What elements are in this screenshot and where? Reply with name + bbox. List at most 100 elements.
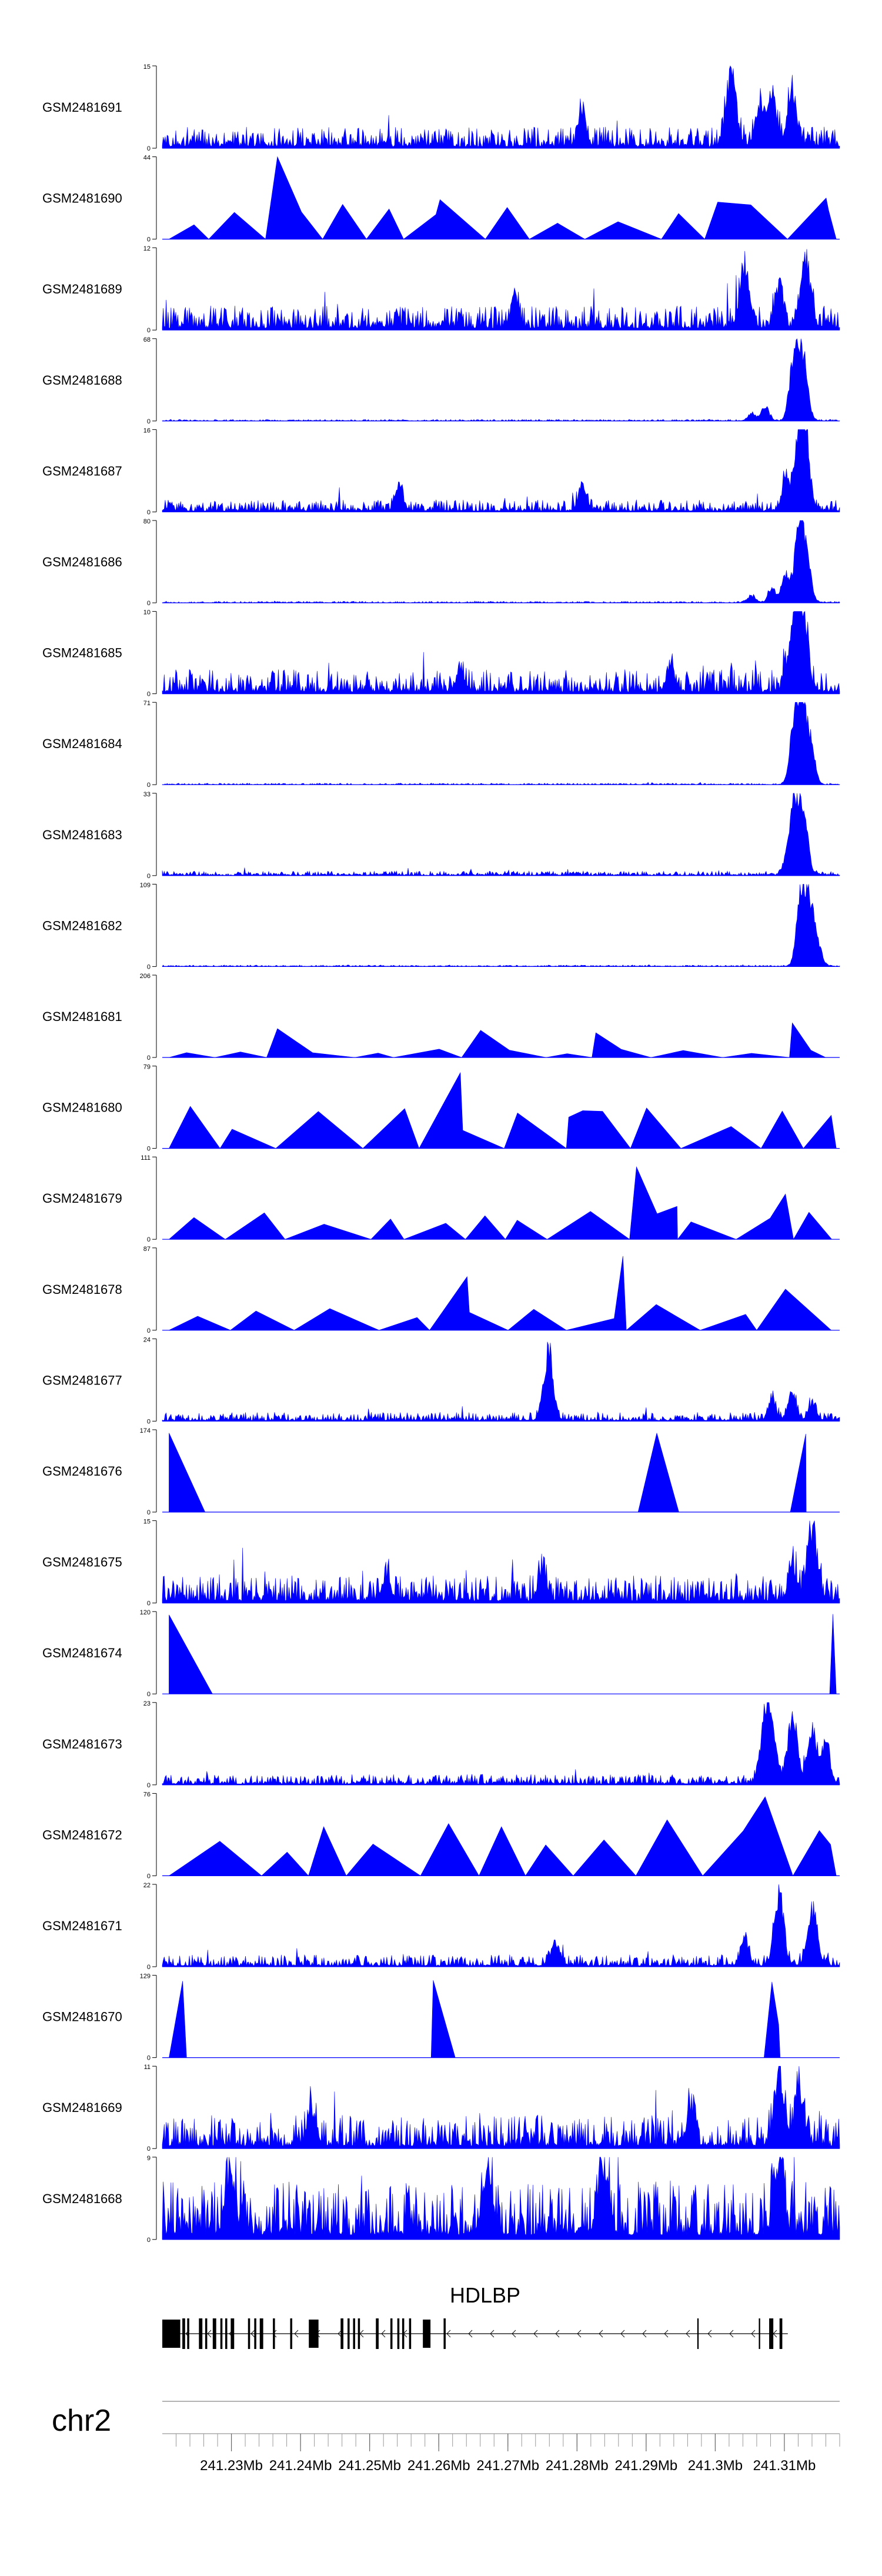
coverage-area — [162, 793, 840, 876]
y-tick-label-max: 16 — [143, 427, 151, 434]
coverage-area — [162, 1022, 840, 1058]
coverage-area — [162, 884, 840, 967]
y-tick-label-zero: 0 — [147, 1146, 151, 1153]
track-GSM2481672: GSM2481672 76 0 — [42, 1791, 840, 1880]
track-GSM2481670: GSM2481670 129 0 — [42, 1973, 840, 2062]
exon — [697, 2318, 699, 2349]
strand-chevron — [577, 2330, 582, 2338]
strand-chevron — [490, 2330, 495, 2338]
y-tick-label-max: 109 — [140, 882, 151, 889]
coverage-area — [162, 2156, 840, 2240]
y-tick-label-zero: 0 — [147, 1600, 151, 1607]
exon — [230, 2318, 235, 2349]
strand-chevron — [729, 2330, 734, 2338]
x-tick-label: 241.23Mb — [200, 2458, 263, 2474]
y-tick-label-max: 33 — [143, 791, 151, 798]
coverage-area — [162, 1433, 840, 1513]
track-GSM2481688: GSM2481688 68 0 — [42, 336, 840, 425]
y-tick-label-max: 80 — [143, 518, 151, 525]
exon — [212, 2318, 216, 2349]
track-label: GSM2481684 — [42, 736, 122, 751]
x-tick-label: 241.29Mb — [614, 2458, 677, 2474]
y-tick-label-max: 15 — [143, 64, 151, 71]
track-GSM2481682: GSM2481682 109 0 — [42, 882, 840, 970]
strand-chevron — [446, 2330, 451, 2338]
coverage-area — [162, 1342, 840, 1422]
exon — [358, 2318, 360, 2349]
y-tick-label-zero: 0 — [147, 873, 151, 880]
track-GSM2481681: GSM2481681 206 0 — [42, 973, 840, 1062]
coverage-area — [162, 65, 840, 149]
track-label: GSM2481691 — [42, 100, 122, 115]
track-GSM2481671: GSM2481671 22 0 — [42, 1882, 840, 1971]
y-tick-label-zero: 0 — [147, 1873, 151, 1880]
x-tick-label: 241.27Mb — [476, 2458, 539, 2474]
track-GSM2481684: GSM2481684 71 0 — [42, 700, 840, 789]
exon — [423, 2320, 431, 2348]
exon — [759, 2318, 760, 2349]
strand-chevron — [664, 2330, 669, 2338]
exon — [220, 2318, 223, 2349]
y-tick-label-max: 120 — [140, 1609, 151, 1616]
y-tick-label-max: 68 — [143, 336, 151, 343]
exon — [390, 2318, 393, 2349]
y-tick-label-max: 24 — [143, 1336, 151, 1343]
track-label: GSM2481675 — [42, 1555, 122, 1570]
y-tick-label-zero: 0 — [147, 2055, 151, 2062]
exon — [309, 2320, 319, 2348]
y-tick-label-max: 10 — [143, 609, 151, 616]
track-GSM2481691: GSM2481691 15 0 — [42, 64, 840, 152]
x-tick-label: 241.31Mb — [753, 2458, 816, 2474]
y-tick-label-zero: 0 — [147, 782, 151, 789]
y-tick-label-zero: 0 — [147, 1509, 151, 1516]
track-label: GSM2481687 — [42, 463, 122, 478]
y-tick-label-zero: 0 — [147, 418, 151, 425]
exon — [348, 2318, 350, 2349]
strand-chevron — [468, 2330, 473, 2338]
y-tick-label-max: 76 — [143, 1791, 151, 1798]
y-tick-label-max: 23 — [143, 1700, 151, 1707]
track-label: GSM2481677 — [42, 1373, 122, 1387]
y-tick-label-zero: 0 — [147, 600, 151, 607]
y-tick-label-zero: 0 — [147, 1327, 151, 1334]
track-label: GSM2481689 — [42, 282, 122, 296]
x-tick-label: 241.25Mb — [338, 2458, 401, 2474]
coverage-area — [162, 1702, 840, 1786]
exon — [162, 2320, 181, 2348]
strand-chevron — [250, 2330, 255, 2338]
track-GSM2481674: GSM2481674 120 0 — [42, 1609, 840, 1698]
coverage-area — [162, 1884, 840, 1967]
y-tick-label-zero: 0 — [147, 1418, 151, 1425]
track-label: GSM2481688 — [42, 373, 122, 388]
track-GSM2481668: GSM2481668 9 0 — [42, 2155, 840, 2244]
track-GSM2481676: GSM2481676 174 0 — [42, 1427, 840, 1516]
coverage-area — [162, 1980, 840, 2058]
y-tick-label-zero: 0 — [147, 145, 151, 152]
exon — [248, 2318, 250, 2349]
y-tick-label-zero: 0 — [147, 2145, 151, 2153]
coverage-area — [162, 1166, 840, 1240]
y-tick-label-max: 111 — [141, 1154, 151, 1162]
y-tick-label-zero: 0 — [147, 963, 151, 970]
y-tick-label-max: 79 — [143, 1064, 151, 1071]
genome-axis: chr2 241.23Mb 241.24Mb 241.25Mb 241.26Mb 241.… — [52, 2401, 840, 2474]
track-GSM2481678: GSM2481678 87 0 — [42, 1246, 840, 1334]
strand-chevron — [707, 2330, 712, 2338]
exon — [254, 2318, 256, 2349]
track-GSM2481680: GSM2481680 79 0 — [42, 1064, 840, 1153]
track-GSM2481687: GSM2481687 16 0 — [42, 427, 840, 516]
y-tick-label-zero: 0 — [147, 509, 151, 516]
track-label: GSM2481680 — [42, 1100, 122, 1115]
track-label: GSM2481672 — [42, 1827, 122, 1842]
coverage-area — [162, 429, 840, 512]
x-tick-label: 241.24Mb — [269, 2458, 332, 2474]
y-tick-label-zero: 0 — [147, 1691, 151, 1698]
track-GSM2481679: GSM2481679 111 0 — [42, 1154, 840, 1243]
x-tick-label: 241.28Mb — [546, 2458, 609, 2474]
coverage-area — [162, 1614, 840, 1694]
track-GSM2481673: GSM2481673 23 0 — [42, 1700, 840, 1789]
coverage-area — [162, 1072, 840, 1149]
y-tick-label-zero: 0 — [147, 1964, 151, 1971]
y-tick-label-max: 44 — [143, 155, 151, 162]
track-label: GSM2481683 — [42, 827, 122, 842]
